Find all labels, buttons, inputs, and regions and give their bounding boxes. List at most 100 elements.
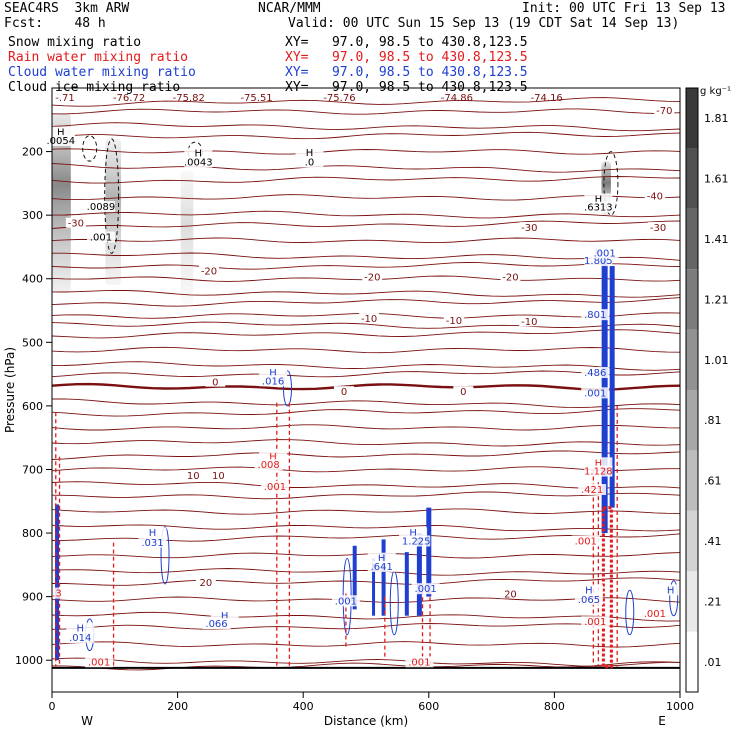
snow-shade-0: [52, 113, 71, 292]
isotherm-line-10: [51, 237, 681, 244]
extrema-label-40: .001: [584, 617, 606, 628]
extrema-label-33: H: [269, 452, 277, 463]
extrema-label-4: H: [195, 149, 203, 160]
extrema-label-39: .001: [575, 536, 597, 547]
isotherm-line-4: [51, 148, 681, 155]
cloud-water-column-8: [609, 266, 615, 508]
isotherm-line-8: [51, 210, 681, 219]
y-tick-label-7: 900: [22, 591, 43, 604]
isotherm-line-3: [51, 131, 681, 140]
extrema-label-22: H: [409, 528, 417, 539]
extrema-label-bg-1: [46, 134, 75, 146]
isotherm-line-0: [51, 97, 681, 107]
extrema-label-bg-13: [584, 255, 613, 267]
extrema-label-6: H: [306, 148, 314, 159]
isotherm-label-bg-1: [199, 265, 219, 276]
extrema-label-29: .014: [69, 633, 91, 644]
center-name: NCAR/MMM: [258, 1, 321, 16]
extrema-label-bg-16: [581, 367, 610, 379]
cloud-water-column-3: [381, 539, 386, 616]
cloud-water-contour-5: [669, 580, 679, 617]
cloud-water-column-6: [426, 507, 432, 597]
field-name-snow: Snow mixing ratio: [8, 35, 142, 50]
experiment-title: SEAC4RS 3km ARW: [4, 1, 130, 16]
colorbar-unit: g kg⁻¹: [700, 86, 731, 97]
extrema-label-8: H: [595, 194, 603, 205]
extrema-label-bg-20: [367, 552, 396, 564]
extrema-label-bg-43: [43, 587, 72, 599]
x-tick-label-3: 600: [418, 700, 439, 713]
snow-shading-layer: [52, 113, 611, 305]
isotherm-line-21: [51, 370, 681, 378]
y-axis-label: Pressure (hPa): [3, 347, 17, 433]
cloud-water-column-1: [352, 545, 357, 610]
extrema-label-bg-17: [581, 387, 610, 399]
isotherm-line-6: [51, 176, 681, 184]
field-xy-cloud-water: XY= 97.0, 98.5 to 430.8,123.5: [285, 65, 528, 80]
colorbar: .01 .21 .41 .61 .81 1.01 1.21 1.41 1.61 1.81 g kg⁻…: [685, 86, 731, 693]
cloud-water-contour-6: [625, 589, 635, 636]
cloud-ice-contour-2: [603, 151, 619, 216]
isotherm-label-5: -30: [650, 223, 666, 234]
cloud-ice-contour-3: [82, 135, 98, 162]
y-tick-label-1: 300: [22, 209, 43, 222]
isotherm-label-11: 0: [212, 378, 218, 389]
x-tick-label-2: 400: [293, 700, 314, 713]
extrema-label-7: .0: [305, 158, 315, 169]
colorbar-label-3: .61: [704, 475, 722, 488]
isotherm-line-31: [51, 508, 681, 515]
extrema-label-31: .066: [205, 619, 227, 630]
extrema-label-32: H: [667, 585, 675, 596]
isotherm-label-bg-8: [359, 313, 380, 324]
isotherm-line-20: [51, 361, 681, 371]
extrema-label-28: H: [76, 624, 84, 635]
extrema-label-27: .065: [578, 595, 600, 606]
top-temp-label-0: -.71: [55, 93, 75, 104]
extrema-label-bg-30: [210, 609, 239, 621]
extrema-label-bg-8: [584, 193, 613, 205]
extrema-label-10: H: [269, 368, 277, 379]
extrema-label-bg-26: [574, 584, 603, 596]
extrema-label-5: .0043: [184, 158, 213, 169]
cloud-water-column-5: [416, 533, 422, 616]
y-tick-label-2: 400: [22, 273, 43, 286]
extrema-label-bg-21: [367, 560, 396, 572]
extrema-label-34: .008: [258, 460, 280, 471]
isotherm-label-bg-17: [500, 588, 521, 599]
colorbar-frame: [685, 87, 699, 693]
cloud-water-column-4: [404, 552, 409, 616]
extrema-label-bg-2: [86, 201, 115, 213]
x-tick-label-5: 1000: [666, 700, 694, 713]
extrema-label-15: .801: [584, 310, 606, 321]
isotherm-line-29: [51, 481, 681, 489]
isotherm-label-bg-14: [183, 470, 204, 481]
isotherm-label-bg-5: [648, 222, 669, 233]
isotherm-line-27: [51, 450, 681, 460]
top-temp-label-3: -75.51: [240, 93, 272, 104]
isotherm-line-1: [51, 108, 681, 115]
extrema-label-43: .3: [52, 589, 62, 600]
extrema-label-0: H: [57, 128, 65, 139]
field-name-rain: Rain water mixing ratio: [8, 50, 189, 65]
extrema-label-3: .001: [90, 233, 112, 244]
extrema-label-38: .421: [581, 485, 603, 496]
extrema-label-bg-24: [331, 595, 360, 607]
top-temp-label-2: -75.82: [173, 93, 205, 104]
extrema-label-bg-40: [581, 616, 610, 628]
isotherm-line-11: [52, 252, 681, 261]
extrema-label-bg-19: [138, 536, 167, 548]
isotherm-layer: [51, 97, 681, 671]
isotherm-line-18: [51, 329, 681, 339]
cloud-water-column-0: [55, 504, 60, 661]
colorbar-cell-7: [686, 208, 698, 270]
isotherm-line-2: [51, 122, 681, 132]
extrema-label-bg-27: [574, 593, 603, 605]
isotherm-line-7: [51, 194, 681, 201]
colorbar-cell-3: [686, 450, 698, 511]
extrema-label-bg-0: [46, 126, 75, 138]
isotherm-label-10: -10: [521, 317, 537, 328]
rain-core: [601, 506, 613, 669]
colorbar-label-4: .81: [704, 414, 722, 427]
isotherm-line-40: [51, 641, 681, 648]
